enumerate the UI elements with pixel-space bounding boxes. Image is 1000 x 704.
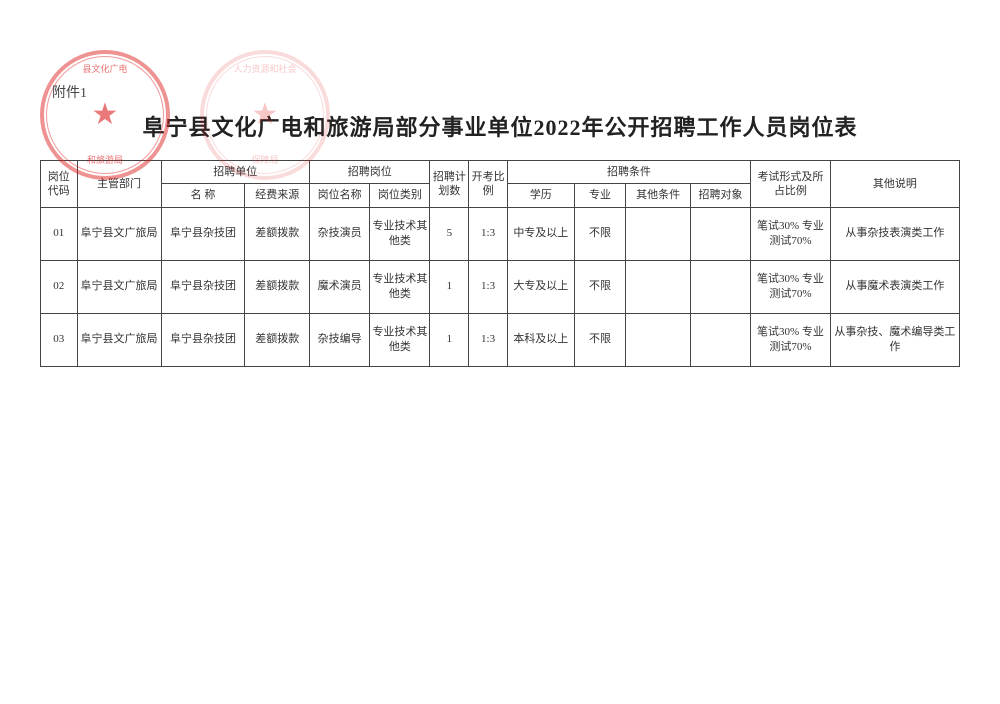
cell-dept: 阜宁县文广旅局 — [77, 260, 161, 313]
cell-major: 不限 — [574, 313, 626, 366]
cell-exam-form: 笔试30% 专业测试70% — [751, 313, 831, 366]
th-plan-count: 招聘计划数 — [430, 161, 469, 208]
th-recruit-unit-group: 招聘单位 — [161, 161, 309, 184]
cell-fund-source: 差额拨款 — [245, 260, 310, 313]
cell-plan-count: 5 — [430, 207, 469, 260]
cell-post-type: 专业技术其他类 — [370, 313, 430, 366]
table-row: 02 阜宁县文广旅局 阜宁县杂技团 差额拨款 魔术演员 专业技术其他类 1 1:… — [41, 260, 960, 313]
th-exam-ratio: 开考比例 — [469, 161, 508, 208]
table-row: 03 阜宁县文广旅局 阜宁县杂技团 差额拨款 杂技编导 专业技术其他类 1 1:… — [41, 313, 960, 366]
table-header: 岗位代码 主管部门 招聘单位 招聘岗位 招聘计划数 开考比例 招聘条件 考试形式… — [41, 161, 960, 208]
cell-code: 03 — [41, 313, 78, 366]
cell-remark: 从事杂技、魔术编导类工作 — [830, 313, 959, 366]
th-education: 学历 — [507, 184, 574, 207]
cell-post-name: 魔术演员 — [309, 260, 369, 313]
cell-dept: 阜宁县文广旅局 — [77, 207, 161, 260]
cell-exam-ratio: 1:3 — [469, 313, 508, 366]
cell-post-type: 专业技术其他类 — [370, 207, 430, 260]
seal-1-text-top: 县文化广电 — [44, 62, 166, 75]
th-unit-name: 名 称 — [161, 184, 245, 207]
cell-education: 大专及以上 — [507, 260, 574, 313]
th-exam-form: 考试形式及所占比例 — [751, 161, 831, 208]
cell-remark: 从事魔术表演类工作 — [830, 260, 959, 313]
th-major: 专业 — [574, 184, 626, 207]
table-row: 01 阜宁县文广旅局 阜宁县杂技团 差额拨款 杂技演员 专业技术其他类 5 1:… — [41, 207, 960, 260]
cell-target — [690, 260, 750, 313]
cell-code: 01 — [41, 207, 78, 260]
cell-other-cond — [626, 313, 691, 366]
cell-fund-source: 差额拨款 — [245, 313, 310, 366]
cell-plan-count: 1 — [430, 260, 469, 313]
th-post-name: 岗位名称 — [309, 184, 369, 207]
cell-major: 不限 — [574, 260, 626, 313]
cell-exam-ratio: 1:3 — [469, 207, 508, 260]
job-table: 岗位代码 主管部门 招聘单位 招聘岗位 招聘计划数 开考比例 招聘条件 考试形式… — [40, 160, 960, 367]
th-conditions-group: 招聘条件 — [507, 161, 750, 184]
attachment-label: 附件1 — [52, 82, 87, 102]
cell-target — [690, 313, 750, 366]
cell-plan-count: 1 — [430, 313, 469, 366]
seal-2-text-top: 人力资源和社会 — [204, 62, 326, 75]
table-body: 01 阜宁县文广旅局 阜宁县杂技团 差额拨款 杂技演员 专业技术其他类 5 1:… — [41, 207, 960, 366]
cell-target — [690, 207, 750, 260]
th-remark: 其他说明 — [830, 161, 959, 208]
cell-unit-name: 阜宁县杂技团 — [161, 260, 245, 313]
th-other-cond: 其他条件 — [626, 184, 691, 207]
cell-unit-name: 阜宁县杂技团 — [161, 313, 245, 366]
cell-post-type: 专业技术其他类 — [370, 260, 430, 313]
cell-unit-name: 阜宁县杂技团 — [161, 207, 245, 260]
cell-education: 本科及以上 — [507, 313, 574, 366]
cell-exam-form: 笔试30% 专业测试70% — [751, 260, 831, 313]
cell-remark: 从事杂技表演类工作 — [830, 207, 959, 260]
page-title: 阜宁县文化广电和旅游局部分事业单位2022年公开招聘工作人员岗位表 — [40, 110, 960, 142]
th-target: 招聘对象 — [690, 184, 750, 207]
cell-exam-ratio: 1:3 — [469, 260, 508, 313]
cell-exam-form: 笔试30% 专业测试70% — [751, 207, 831, 260]
cell-other-cond — [626, 207, 691, 260]
cell-post-name: 杂技演员 — [309, 207, 369, 260]
th-post-type: 岗位类别 — [370, 184, 430, 207]
th-dept: 主管部门 — [77, 161, 161, 208]
cell-dept: 阜宁县文广旅局 — [77, 313, 161, 366]
page: 县文化广电 ★ 和旅游局 人力资源和社会 ★ 保障局 附件1 阜宁县文化广电和旅… — [0, 0, 1000, 704]
cell-other-cond — [626, 260, 691, 313]
th-code: 岗位代码 — [41, 161, 78, 208]
th-recruit-post-group: 招聘岗位 — [309, 161, 430, 184]
cell-major: 不限 — [574, 207, 626, 260]
th-fund-source: 经费来源 — [245, 184, 310, 207]
cell-fund-source: 差额拨款 — [245, 207, 310, 260]
cell-post-name: 杂技编导 — [309, 313, 369, 366]
cell-education: 中专及以上 — [507, 207, 574, 260]
cell-code: 02 — [41, 260, 78, 313]
